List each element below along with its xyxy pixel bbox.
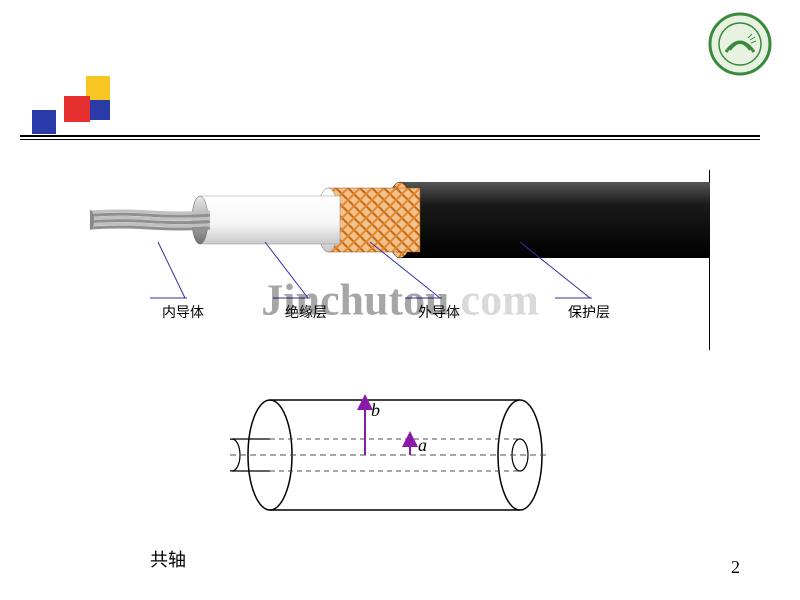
university-logo xyxy=(708,12,772,76)
label-inner-conductor: 内导体 xyxy=(162,302,204,322)
coaxial-cable-diagram: 内导体 绝缘层 外导体 保护层 xyxy=(90,170,710,350)
svg-text:b: b xyxy=(371,400,380,420)
concentric-cylinder-diagram: ab xyxy=(230,380,570,530)
label-outer-conductor: 外导体 xyxy=(418,302,460,322)
svg-text:a: a xyxy=(418,435,427,455)
footer-text: 共轴 xyxy=(150,546,186,572)
horizontal-rule xyxy=(20,135,760,140)
label-jacket: 保护层 xyxy=(568,302,610,322)
label-dielectric: 绝缘层 xyxy=(285,302,327,322)
page-number: 2 xyxy=(731,557,740,578)
